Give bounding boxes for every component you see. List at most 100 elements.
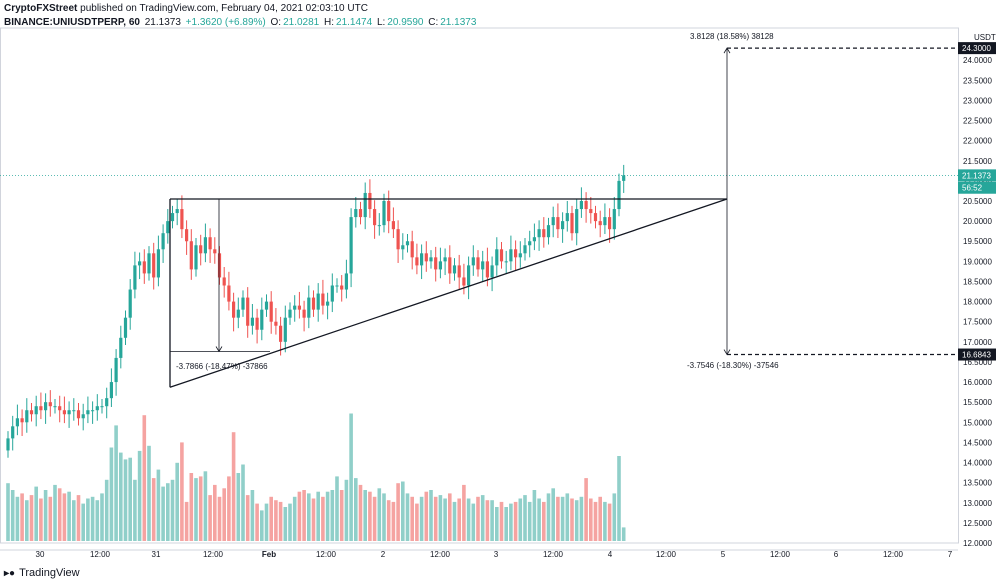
- candle-body: [142, 261, 146, 274]
- y-tick-label: 20.0000: [963, 217, 992, 226]
- volume-bar: [499, 501, 504, 541]
- y-tick-label: 13.0000: [963, 499, 992, 508]
- volume-bar: [43, 490, 48, 541]
- volume-bar: [457, 498, 461, 541]
- volume-bar: [513, 501, 518, 541]
- candle-body: [29, 410, 34, 415]
- candle-body: [593, 213, 598, 222]
- volume-bar: [537, 498, 541, 541]
- volume-bar: [217, 496, 222, 541]
- y-tick-label: 17.0000: [963, 338, 992, 347]
- candle-body: [570, 213, 574, 234]
- y-tick-label: 15.5000: [963, 398, 992, 407]
- volume-bar: [556, 496, 560, 541]
- volume-bar: [372, 496, 377, 541]
- volume-bar: [443, 498, 447, 541]
- volume-bar: [170, 479, 175, 541]
- candle-body: [546, 225, 551, 238]
- volume-bar: [250, 490, 255, 541]
- volume-bar: [462, 484, 466, 541]
- y-tick-label: 20.5000: [963, 197, 992, 206]
- volume-bar: [354, 478, 358, 541]
- x-tick-label: 12:00: [430, 550, 451, 559]
- open-value: 21.0281: [283, 17, 320, 28]
- volume-bar: [156, 469, 161, 541]
- candle-body: [109, 382, 113, 399]
- candle-body: [203, 237, 207, 254]
- volume-bar: [377, 488, 382, 541]
- candle-body: [222, 277, 226, 286]
- candle-body: [462, 277, 466, 286]
- candle-body: [622, 175, 626, 181]
- volume-bar: [166, 483, 170, 541]
- author[interactable]: CryptoFXStreet: [4, 3, 78, 14]
- candle-body: [213, 249, 217, 254]
- candle-body: [551, 217, 555, 226]
- candle-body: [579, 201, 583, 210]
- y-tick-label: 19.0000: [963, 257, 992, 266]
- volume-bar: [194, 478, 198, 541]
- volume-bar: [396, 483, 400, 541]
- candle-body: [302, 309, 306, 318]
- volume-bar: [10, 490, 15, 541]
- candle-body: [363, 192, 367, 218]
- x-tick-label: 4: [608, 550, 613, 559]
- y-tick-label: 23.0000: [963, 96, 992, 105]
- y-tick-label: 16.0000: [963, 378, 992, 387]
- candle-body: [354, 209, 358, 218]
- volume-bar: [584, 478, 588, 541]
- volume-bar: [603, 501, 607, 541]
- volume-bar: [269, 496, 273, 541]
- candle-body: [138, 261, 142, 266]
- volume-bar: [86, 498, 90, 541]
- volume-bar: [67, 491, 71, 541]
- candle-body: [95, 406, 99, 411]
- candle-body: [396, 229, 400, 250]
- volume-bar: [546, 493, 551, 541]
- x-tick-label: 31: [152, 550, 161, 559]
- price-label-text: 24.3000: [962, 44, 991, 53]
- volume-bar: [335, 476, 339, 541]
- tradingview-logo-icon[interactable]: ▸●: [4, 567, 16, 579]
- candle-body: [119, 337, 123, 358]
- candle-body: [401, 245, 405, 250]
- volume-bar: [48, 496, 53, 541]
- volume-bar: [368, 491, 372, 541]
- y-tick-label: 18.0000: [963, 298, 992, 307]
- candle-body: [208, 237, 212, 250]
- volume-bar: [222, 488, 226, 541]
- volume-bar: [316, 491, 320, 541]
- volume-bar: [62, 493, 67, 541]
- candle-body: [321, 293, 325, 306]
- y-tick-label: 21.0000: [963, 177, 992, 186]
- volume-bar: [57, 488, 62, 541]
- y-tick-label: 16.5000: [963, 358, 992, 367]
- plot-frame: [0, 27, 959, 544]
- candle-body: [62, 410, 66, 415]
- y-tick-label: 23.5000: [963, 76, 992, 85]
- brand-label: TradingView: [19, 567, 80, 579]
- candle-body: [452, 265, 457, 274]
- volume-bar: [386, 500, 391, 541]
- candle-body: [264, 301, 269, 310]
- candle-body: [434, 257, 438, 270]
- candle-body: [485, 261, 489, 278]
- candle-body: [72, 410, 76, 412]
- volume-bar: [137, 450, 142, 541]
- x-tick-label: 12:00: [316, 550, 337, 559]
- y-tick-label: 15.0000: [963, 418, 992, 427]
- candle-body: [189, 241, 193, 270]
- volume-bar: [175, 462, 179, 541]
- candle-body: [217, 253, 222, 278]
- symbol-label[interactable]: BINANCE:UNIUSDTPERP, 60: [4, 17, 140, 28]
- price-label-text: 56:52: [962, 184, 983, 193]
- y-tick-label: 19.5000: [963, 237, 992, 246]
- volume-bar: [6, 483, 10, 541]
- price-label-text: 16.6843: [962, 351, 991, 360]
- volume-bar: [607, 503, 612, 541]
- y-tick-label: 13.5000: [963, 479, 992, 488]
- candle-body: [509, 249, 513, 262]
- volume-bar: [81, 503, 85, 541]
- volume-bar: [278, 501, 283, 541]
